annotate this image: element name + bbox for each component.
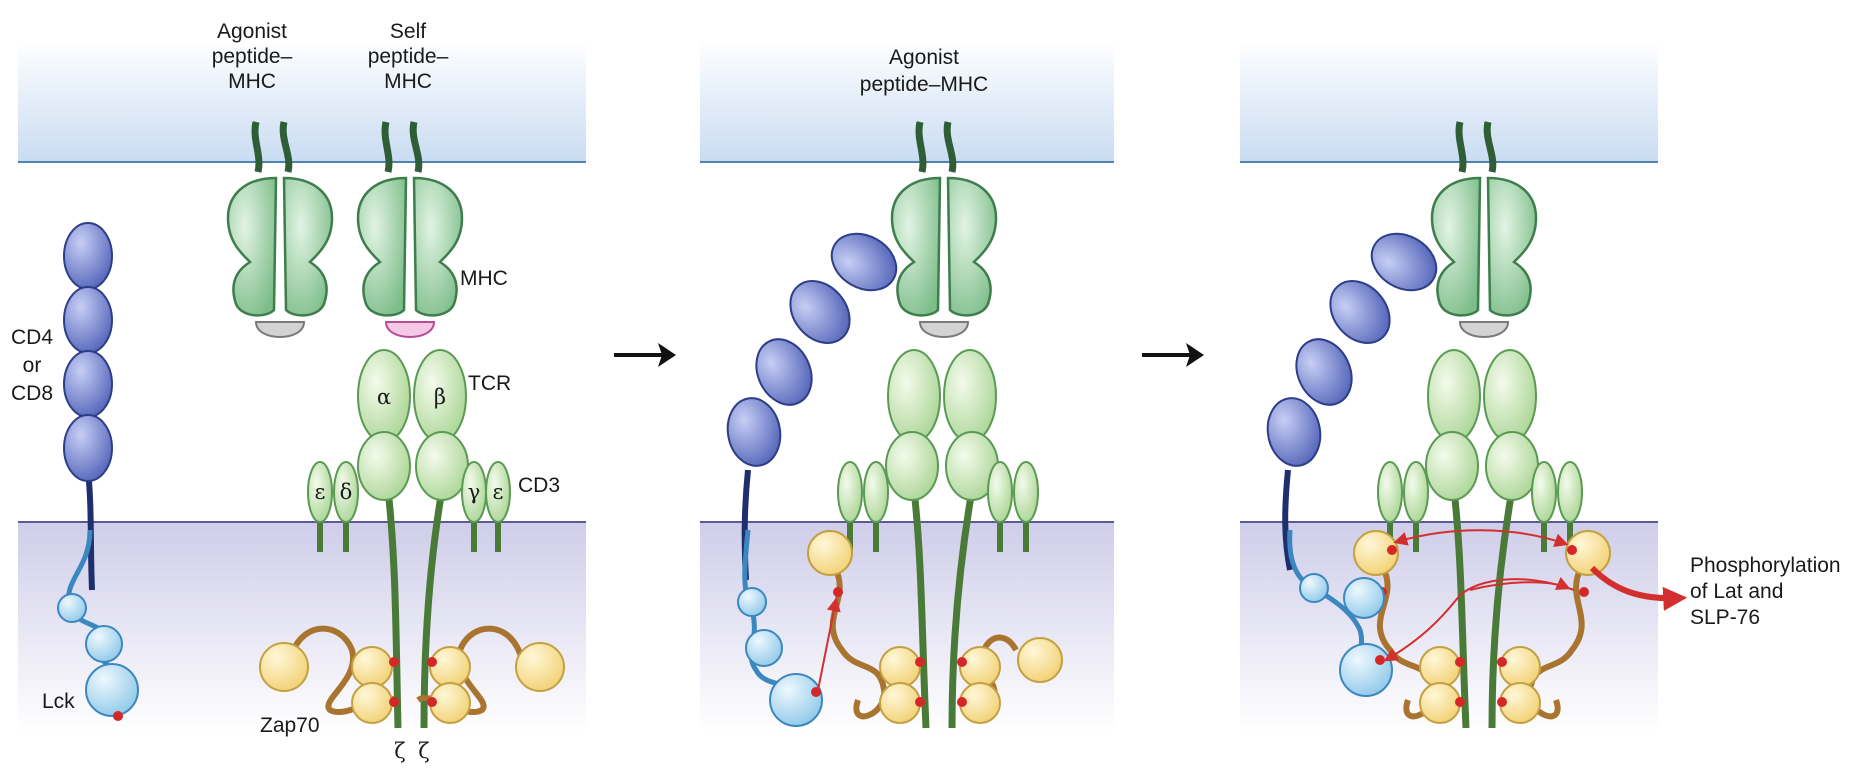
coreceptor-label: CD4 or CD8 (11, 326, 53, 405)
mhc-label: MHC (460, 267, 508, 290)
zap70-cluster-2 (807, 530, 1063, 724)
beta-label: β (434, 385, 446, 409)
lck-3 (1287, 529, 1393, 697)
coreceptor-3 (1266, 232, 1438, 571)
zeta-label-2: ζ (418, 739, 429, 763)
lck-phosphorylates-itam-arrow (817, 597, 841, 691)
agonist-label-2-line1: Agonist (889, 46, 959, 69)
step-arrow-1 (614, 343, 676, 367)
phosphorylation-label-line1: Phosphorylation (1690, 554, 1841, 577)
lck-2 (737, 529, 823, 727)
self-label-1-line2: peptide– (368, 45, 449, 68)
agonist-label-1-line1: Agonist (217, 20, 287, 43)
self-label-1-line1: Self (390, 20, 426, 43)
agonist-label-1-line3: MHC (228, 70, 276, 93)
coreceptor-label-line1: CD4 (11, 326, 53, 349)
tcr-complex-2 (837, 349, 1039, 729)
lck-label: Lck (42, 690, 75, 713)
agonist-label-1-line2: peptide– (212, 45, 293, 68)
phospho-arrows-3 (1383, 529, 1575, 662)
lck-1 (57, 529, 139, 721)
phosphorylation-output-arrow (1589, 565, 1688, 611)
self-label-1-line3: MHC (384, 70, 432, 93)
tcr-label: TCR (468, 372, 511, 395)
zeta-label-1: ζ (394, 739, 405, 763)
cd3-label: CD3 (518, 474, 560, 497)
self-label-1: Self peptide– MHC (368, 20, 449, 93)
coreceptor-label-line3: CD8 (11, 382, 53, 405)
coreceptor-label-line2: or (23, 354, 42, 377)
coreceptor-1 (63, 222, 113, 591)
zap70-label: Zap70 (260, 714, 320, 737)
tcr-complex-1 (307, 349, 511, 729)
agonist-label-2-line2: peptide–MHC (860, 73, 988, 96)
phosphorylation-label: Phosphorylation of Lat and SLP-76 (1690, 554, 1841, 629)
alpha-label: α (377, 385, 391, 409)
step-arrow-2 (1142, 343, 1204, 367)
epsilon-right-label: ε (493, 480, 504, 504)
zap70-cluster-3 (1353, 530, 1611, 724)
zap70-cluster-1 (259, 625, 565, 724)
tcr-complex-3 (1377, 349, 1583, 729)
delta-label: δ (340, 480, 353, 504)
gamma-label: γ (468, 480, 481, 504)
agonist-label-1: Agonist peptide– MHC (212, 20, 293, 93)
coreceptor-2 (726, 232, 898, 581)
phosphorylation-label-line2: of Lat and (1690, 580, 1783, 603)
phosphorylation-label-line3: SLP-76 (1690, 606, 1760, 629)
epsilon-left-label: ε (315, 480, 326, 504)
